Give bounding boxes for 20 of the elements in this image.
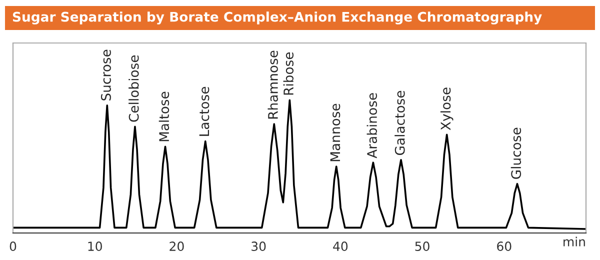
x-tick-label: 30 — [252, 242, 266, 252]
x-tick-label: 40 — [333, 242, 348, 252]
annotation: Lactose — [199, 86, 210, 136]
x-tick-label: 50 — [415, 242, 430, 252]
annotation: Rhamnose — [268, 50, 278, 119]
annotation: Maltose — [158, 92, 170, 142]
annotation: Ribose — [283, 52, 294, 95]
x-tick-label: 10 — [88, 242, 102, 252]
annotation: Mannose — [330, 104, 340, 162]
x-tick-label: 60 — [497, 242, 512, 252]
x-tick-label: 0 — [10, 242, 16, 252]
annotation: Sucrose — [100, 50, 111, 100]
chart-title: Sugar Separation by Borate Complex–Anion Exchange Chromatography — [12, 12, 542, 24]
x-tick-label: 20 — [170, 242, 184, 252]
annotation: Galactose — [394, 90, 405, 156]
annotation: Cellobiose — [128, 55, 139, 122]
annotation: Glucose — [510, 128, 522, 179]
x-axis-title: min — [564, 236, 585, 246]
annotation: Arabinose — [366, 93, 377, 158]
annotation: Xylose — [440, 88, 454, 130]
